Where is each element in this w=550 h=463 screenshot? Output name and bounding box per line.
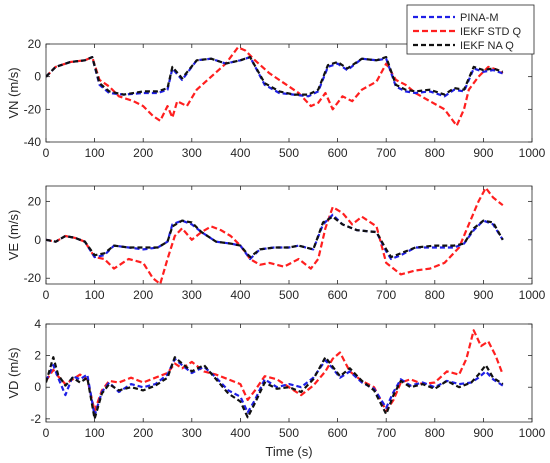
x-tick-label: 500 (279, 288, 299, 302)
x-tick-label: 800 (425, 288, 445, 302)
x-tick-label: 300 (182, 426, 202, 440)
y-axis-label-3: VD (m/s) (6, 347, 21, 398)
legend-label-iekf-std: IEKF STD Q (460, 26, 522, 38)
legend: PINA-M IEKF STD Q IEKF NA Q (406, 4, 535, 55)
x-tick-label: 900 (473, 426, 493, 440)
x-tick-label: 900 (473, 288, 493, 302)
series-line-ieekf-na (46, 356, 504, 420)
panel-2: 0 100 200 300 400 500 600 700 800 900 1000-20020VE… (6, 185, 546, 302)
series-line-ieekf-std (46, 46, 504, 127)
legend-label-pina: PINA-M (460, 12, 499, 24)
series-line-ieekf-na (46, 55, 504, 96)
x-tick-label: 800 (425, 426, 445, 440)
y-tick-label: 0 (34, 233, 41, 247)
x-tick-label: 700 (376, 288, 396, 302)
x-tick-label: 300 (182, 146, 202, 160)
series-line-pina (46, 357, 504, 417)
x-tick-label: 100 (85, 146, 105, 160)
x-tick-label: 800 (425, 146, 445, 160)
x-tick-label: 0 (43, 146, 50, 160)
x-tick-label: 1000 (519, 288, 546, 302)
y-tick-label: -40 (24, 135, 42, 149)
series-line-pina (46, 213, 504, 261)
panel-3: 0 100 200 300 400 500 600 700 800 900 1000-2024VD … (6, 317, 546, 459)
x-tick-label: 100 (85, 288, 105, 302)
y-tick-label: -20 (24, 271, 42, 285)
x-tick-label: 1000 (519, 426, 546, 440)
y-tick-label: -20 (24, 102, 42, 116)
panel-1: 0 100 200 300 400 500 600 700 800 900 1000 -40 -20 0 2… (6, 37, 546, 160)
x-tick-label: 1000 (519, 146, 546, 160)
x-tick-label: 200 (133, 146, 153, 160)
x-tick-label: 700 (376, 146, 396, 160)
x-tick-label: 600 (328, 426, 348, 440)
axes-box-2 (45, 185, 533, 285)
legend-box (406, 4, 535, 55)
y-tick-label: 0 (34, 70, 41, 84)
y-tick-label: 20 (28, 37, 42, 51)
x-tick-label: 500 (279, 146, 299, 160)
x-tick-label: 200 (133, 426, 153, 440)
x-tick-label: 600 (328, 288, 348, 302)
y-tick-label: 4 (34, 317, 41, 331)
x-tick-label: 600 (328, 146, 348, 160)
y-axis-label-1: VN (m/s) (6, 67, 21, 118)
y-axis-label-2: VE (m/s) (6, 210, 21, 261)
x-tick-label: 100 (85, 426, 105, 440)
x-tick-label: 400 (230, 146, 250, 160)
y-tick-label: 2 (34, 349, 41, 363)
x-tick-label: 0 (43, 426, 50, 440)
x-tick-label: 500 (279, 426, 299, 440)
legend-label-iekf-na: IEKF NA Q (460, 40, 514, 52)
x-tick-label: 200 (133, 288, 153, 302)
x-tick-label: 0 (43, 288, 50, 302)
x-axis-label: Time (s) (265, 444, 312, 459)
series-line-ieekf-std (46, 329, 504, 412)
y-tick-label: 20 (28, 194, 42, 208)
x-tick-label: 900 (473, 146, 493, 160)
x-tick-label: 400 (230, 426, 250, 440)
series-line-ieekf-std (46, 186, 504, 284)
y-tick-label: -2 (30, 412, 41, 426)
x-tick-label: 700 (376, 426, 396, 440)
x-tick-label: 400 (230, 288, 250, 302)
y-tick-label: 0 (34, 380, 41, 394)
x-tick-label: 300 (182, 288, 202, 302)
series-line-ieekf-na (46, 215, 504, 259)
